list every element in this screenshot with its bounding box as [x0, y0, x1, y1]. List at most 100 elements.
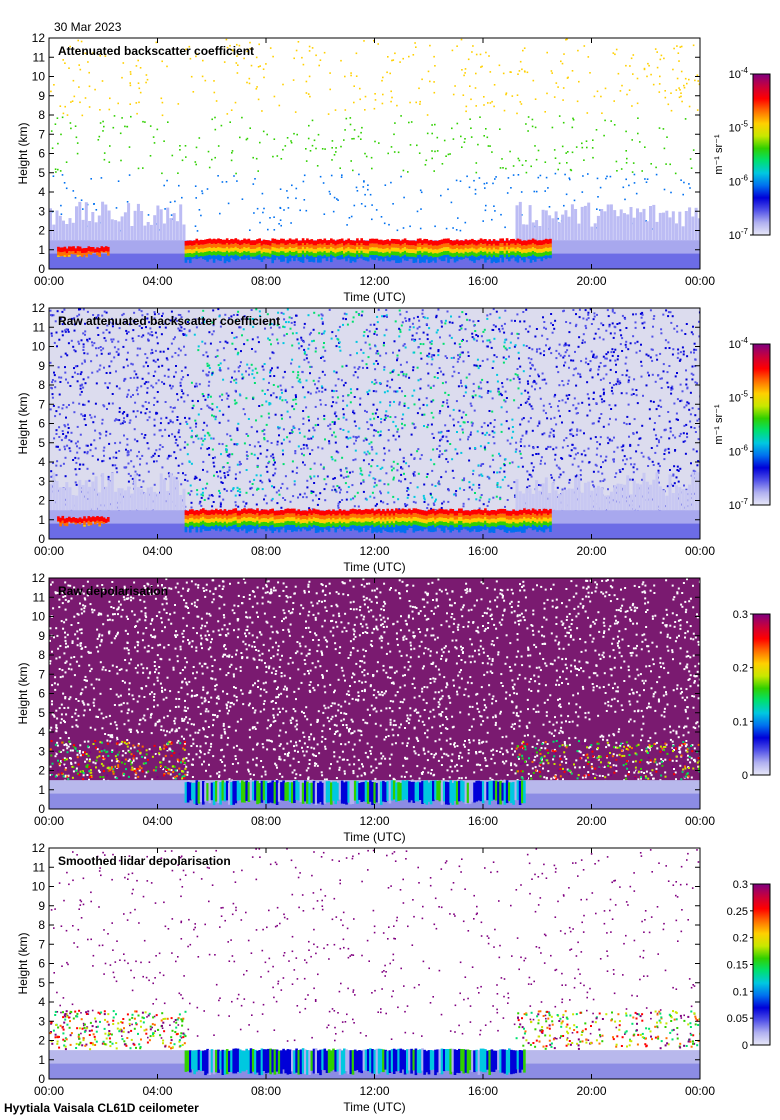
haze-column: [146, 222, 150, 241]
noise-point: [516, 374, 519, 377]
cloud-cell: [501, 243, 504, 248]
haze-column: [629, 207, 633, 241]
noise-point: [291, 460, 294, 463]
noise-point: [368, 463, 370, 466]
noise-point: [176, 319, 179, 322]
cloud-cell: [282, 251, 285, 256]
noise-point: [214, 456, 216, 459]
noise-point: [336, 396, 339, 399]
noise-point: [460, 416, 463, 419]
noise-point: [147, 447, 150, 450]
cloud-cell: [271, 254, 274, 264]
noise-point: [198, 502, 201, 505]
noise-point: [97, 314, 100, 316]
noise-point: [441, 382, 444, 385]
noise-point: [302, 63, 305, 66]
noise-point: [614, 476, 617, 478]
noise-point: [237, 351, 240, 354]
cloud-cell: [85, 252, 88, 257]
noise-point: [505, 358, 508, 360]
noise-point: [65, 328, 68, 331]
noise-point: [322, 182, 325, 184]
cloud-cell: [219, 239, 222, 244]
noise-point: [343, 312, 346, 315]
cloud-cell: [219, 243, 222, 248]
cloud-cell: [338, 251, 342, 256]
noise-point: [376, 315, 379, 318]
noise-point: [401, 321, 404, 324]
noise-point: [441, 502, 444, 505]
noise-point: [643, 67, 646, 70]
noise-point: [459, 353, 462, 356]
noise-point: [251, 369, 254, 372]
noise-point: [198, 383, 201, 386]
noise-point: [286, 487, 289, 490]
cloud-cell: [479, 254, 483, 259]
noise-point: [696, 74, 699, 77]
noise-point: [329, 193, 331, 195]
noise-point: [353, 137, 355, 140]
noise-point: [487, 102, 489, 104]
noise-point: [392, 369, 395, 372]
noise-point: [603, 400, 606, 403]
haze-column: [175, 221, 179, 241]
cloud-cell: [505, 250, 509, 255]
noise-point: [596, 227, 598, 229]
noise-point: [642, 394, 644, 397]
noise-point: [519, 423, 522, 426]
noise-point: [196, 230, 199, 232]
noise-point: [431, 157, 433, 160]
noise-point: [129, 449, 132, 452]
cloud-cell: [521, 245, 524, 250]
noise-point: [558, 343, 561, 346]
noise-point: [652, 464, 655, 466]
noise-point: [341, 174, 343, 176]
noise-point: [586, 381, 589, 384]
noise-point: [680, 95, 682, 98]
noise-point: [324, 404, 327, 406]
noise-point: [287, 321, 290, 324]
noise-point: [102, 347, 105, 350]
noise-point: [344, 381, 347, 384]
cloud-cell: [534, 239, 537, 245]
noise-point: [566, 445, 569, 447]
noise-point: [436, 329, 439, 332]
cloud-cell: [442, 251, 446, 255]
noise-point: [578, 336, 581, 339]
noise-point: [209, 407, 212, 410]
cloud-cell: [286, 244, 290, 249]
cloud-cell: [449, 244, 452, 249]
noise-point: [204, 487, 207, 490]
noise-point: [584, 309, 587, 312]
noise-point: [537, 149, 540, 152]
noise-point: [268, 478, 271, 481]
cloud-cell: [219, 255, 222, 261]
noise-point: [426, 404, 429, 407]
noise-point: [321, 332, 323, 335]
colorbar-tick-label: 10-4: [729, 66, 749, 81]
cloud-cell: [549, 238, 552, 244]
noise-point: [332, 390, 335, 393]
noise-point: [484, 187, 486, 189]
noise-point: [686, 355, 689, 358]
noise-point: [84, 424, 87, 426]
noise-point: [395, 390, 398, 393]
noise-point: [686, 387, 689, 390]
noise-point: [385, 328, 388, 331]
noise-point: [83, 352, 86, 355]
noise-point: [431, 132, 433, 135]
noise-point: [683, 424, 686, 427]
noise-point: [500, 213, 502, 216]
noise-point: [422, 403, 425, 406]
noise-point: [412, 54, 415, 56]
noise-point: [553, 96, 556, 98]
noise-point: [387, 56, 389, 58]
noise-point: [366, 366, 369, 369]
noise-point: [488, 410, 491, 412]
cloud-cell: [264, 252, 268, 257]
noise-point: [238, 393, 241, 396]
noise-point: [492, 436, 495, 438]
noise-point: [595, 402, 598, 405]
noise-point: [689, 420, 692, 423]
noise-point: [91, 341, 93, 344]
